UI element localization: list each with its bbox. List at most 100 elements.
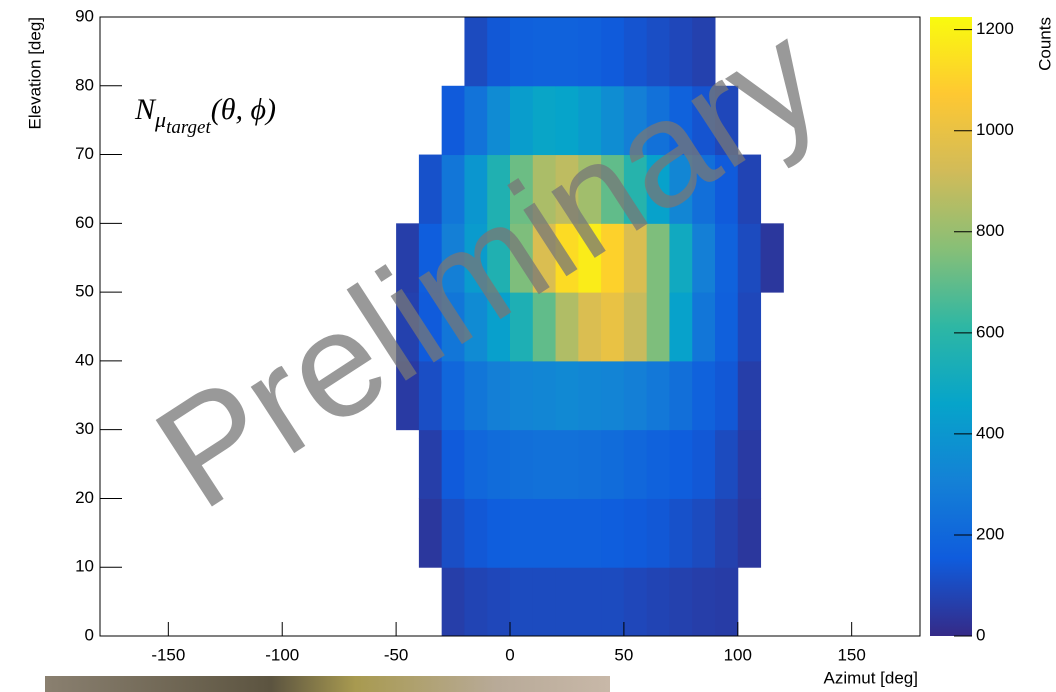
heatmap-cell [441,223,465,293]
heatmap-cell [669,429,693,499]
y-axis-label: Elevation [deg] [25,17,44,129]
colorbar [930,17,972,636]
heatmap-cell [623,567,648,637]
heatmap-cell [646,360,670,431]
heatmap-cell [555,429,579,499]
heatmap-cell [441,154,465,224]
heatmap-cell [555,292,579,362]
heatmap-cell [601,498,625,568]
heatmap-cell [532,154,557,224]
heatmap-cell [692,223,716,293]
heatmap-cell [692,85,716,156]
heatmap-cell [692,292,716,362]
heatmap-cell [555,498,579,568]
heatmap-cell [715,292,739,362]
heatmap-cell [487,567,511,637]
heatmap-cell [715,154,739,224]
heatmap-cell [646,498,670,568]
heatmap-cell [555,154,579,224]
heatmap-cell [555,223,579,293]
heatmap-cell [555,360,579,431]
heatmap-cell [487,17,511,87]
heatmap-cell [601,154,625,224]
heatmap-cell [623,17,648,87]
heatmap-cell [669,223,693,293]
x-tick-label: -50 [384,645,409,664]
heatmap-cell [396,223,420,293]
heatmap-cell [418,360,443,431]
heatmap-cell [487,223,511,293]
heatmap-cell [441,429,465,499]
y-tick-label: 80 [75,75,94,94]
heatmap-cell [601,17,625,87]
y-tick-label: 90 [75,6,94,25]
heatmap-cell [669,85,693,156]
heatmap-cells [396,17,784,637]
heatmap-cell [646,567,670,637]
heatmap-cell [578,223,602,293]
heatmap-cell [623,154,648,224]
heatmap-cell [532,360,557,431]
heatmap-cell [532,17,557,87]
x-tick-label: 0 [505,645,514,664]
colorbar-label: Counts [1035,17,1054,71]
heatmap-cell [487,85,511,156]
heatmap-cell [578,154,602,224]
heatmap-cell [715,429,739,499]
heatmap-cell [760,223,784,293]
heatmap-cell [555,17,579,87]
heatmap-cell [692,154,716,224]
heatmap-cell [669,567,693,637]
heatmap-cell [464,17,488,87]
heatmap-cell [737,154,762,224]
heatmap-cell [578,292,602,362]
heatmap-cell [487,360,511,431]
heatmap-cell [669,498,693,568]
heatmap-cell [418,292,443,362]
heatmap-cell [692,360,716,431]
heatmap-cell [487,292,511,362]
heatmap-cell [669,154,693,224]
heatmap-cell [623,498,648,568]
heatmap-cell [441,498,465,568]
heatmap-cell [601,85,625,156]
heatmap-cell [646,429,670,499]
heatmap-cell [737,223,762,293]
heatmap-cell [532,223,557,293]
heatmap-cell [623,429,648,499]
heatmap-cell [510,360,534,431]
heatmap-cell [601,567,625,637]
y-tick-label: 50 [75,282,94,301]
heatmap-cell [669,292,693,362]
heatmap-cell [441,292,465,362]
heatmap-cell [623,360,648,431]
y-tick-label: 70 [75,144,94,163]
heatmap-cell [646,17,670,87]
heatmap-cell [487,498,511,568]
heatmap-cell [464,360,488,431]
colorbar-tick-label: 1200 [976,19,1014,38]
heatmap-cell [737,360,762,431]
heatmap-cell [555,567,579,637]
heatmap-cell [578,567,602,637]
photo-strip [45,676,610,692]
heatmap-cell [601,223,625,293]
heatmap-cell [464,498,488,568]
heatmap-cell [715,567,739,637]
heatmap-cell [601,360,625,431]
heatmap-cell [692,429,716,499]
heatmap-cell [464,429,488,499]
heatmap-cell [510,17,534,87]
heatmap-cell [692,498,716,568]
x-tick-label: -100 [265,645,299,664]
heatmap-cell [396,292,420,362]
heatmap-cell [464,292,488,362]
heatmap-cell [441,85,465,156]
x-tick-label: -150 [151,645,185,664]
x-axis-label: Azimut [deg] [824,668,919,687]
heatmap-cell [532,85,557,156]
y-tick-label: 10 [75,557,94,576]
heatmap-cell [646,223,670,293]
heatmap-cell [715,360,739,431]
